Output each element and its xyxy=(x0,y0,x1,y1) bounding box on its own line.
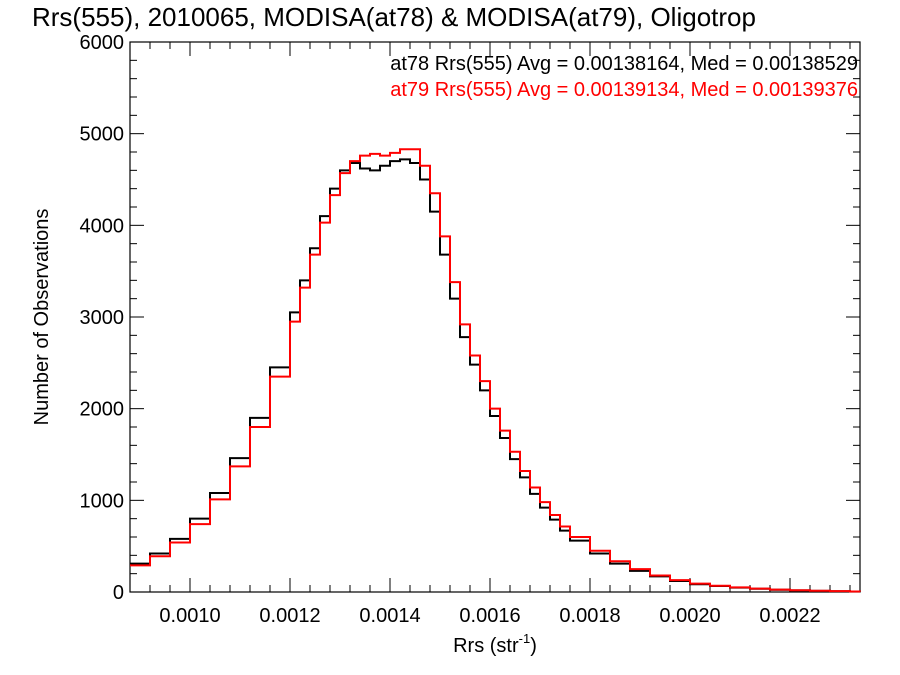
chart-title: Rrs(555), 2010065, MODISA(at78) & MODISA… xyxy=(32,2,756,32)
series-line-at79 xyxy=(130,148,861,593)
x-tick-label: 0.0020 xyxy=(659,605,720,627)
y-tick-label: 4000 xyxy=(80,215,125,237)
x-axis-label-text: Rrs (str xyxy=(453,635,519,657)
x-axis-label-close: ) xyxy=(530,635,537,657)
series-line-at78 xyxy=(130,158,861,593)
y-axis-label: Number of Observations xyxy=(31,209,53,426)
x-axis-tick-labels: 0.0010 0.0012 0.0014 0.0016 0.0018 0.0020 0.00… xyxy=(159,605,820,627)
y-tick-label: 0 xyxy=(113,582,124,604)
stat-annotations: at78 Rrs(555) Avg = 0.00138164, Med = 0.… xyxy=(390,53,858,101)
x-axis-label: Rrs (str-1) xyxy=(453,631,537,657)
x-axis-label-superscript: -1 xyxy=(519,631,531,646)
plot-frame xyxy=(129,41,861,593)
x-tick-label: 0.0010 xyxy=(159,605,220,627)
y-tick-label: 2000 xyxy=(80,399,125,421)
y-tick-label: 3000 xyxy=(80,307,125,329)
y-axis-tick-labels: 0 1000 2000 3000 4000 5000 6000 xyxy=(80,32,125,604)
x-tick-label: 0.0016 xyxy=(459,605,520,627)
y-tick-label: 6000 xyxy=(80,32,125,54)
y-tick-label: 1000 xyxy=(80,490,125,512)
x-tick-label: 0.0018 xyxy=(559,605,620,627)
stat-annotation-at79: at79 Rrs(555) Avg = 0.00139134, Med = 0.… xyxy=(390,79,858,101)
stat-annotation-at78: at78 Rrs(555) Avg = 0.00138164, Med = 0.… xyxy=(390,53,858,75)
y-tick-label: 5000 xyxy=(80,124,125,146)
x-tick-label: 0.0012 xyxy=(259,605,320,627)
plot-border xyxy=(129,41,861,593)
x-tick-label: 0.0022 xyxy=(759,605,820,627)
axis-ticks xyxy=(129,41,860,593)
series-lines xyxy=(130,148,861,593)
x-tick-label: 0.0014 xyxy=(359,605,420,627)
